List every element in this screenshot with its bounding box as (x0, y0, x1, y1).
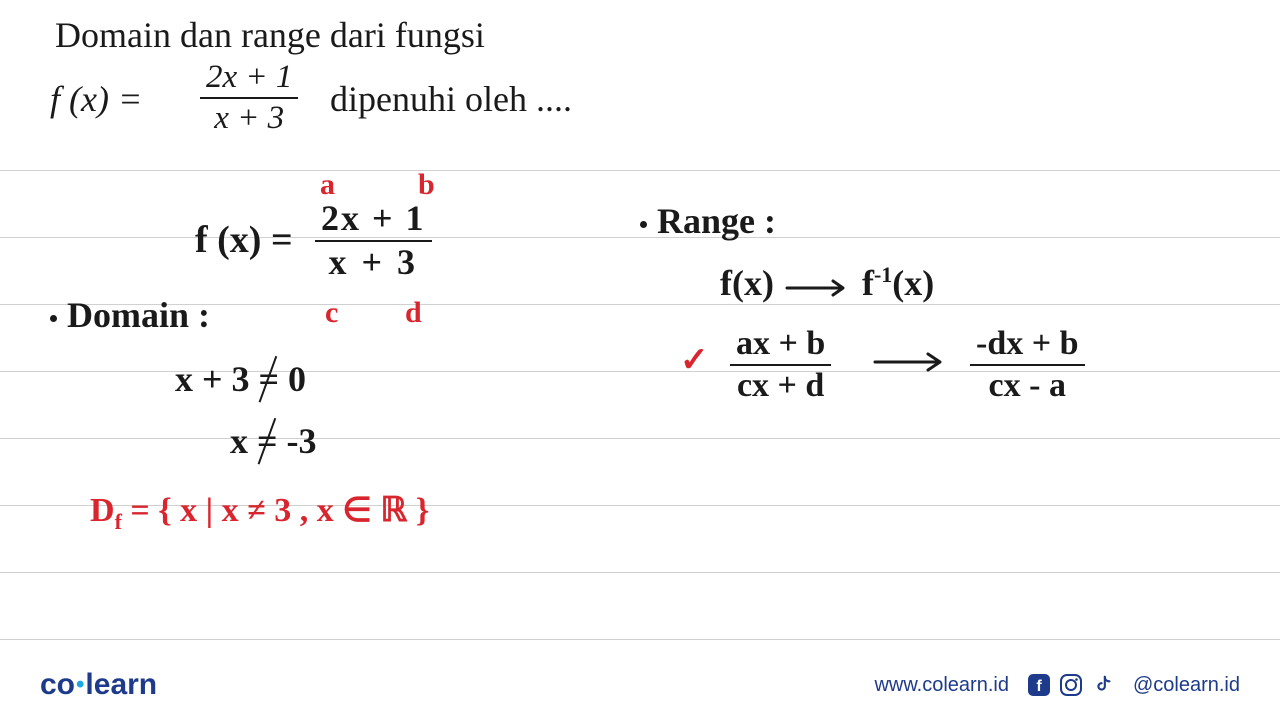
checkmark-icon: ✓ (680, 340, 709, 380)
range-heading: Range : (640, 200, 776, 242)
social-icons: f (1027, 673, 1115, 697)
not-equal-icon: = (257, 420, 278, 462)
rule-line (0, 572, 1280, 573)
question-fx-lhs: f (x) = (50, 78, 142, 120)
general-frac-right: -dx + b cx - a (970, 326, 1085, 403)
domain-heading: Domain : (50, 294, 210, 336)
rule-line (0, 438, 1280, 439)
instagram-icon (1059, 673, 1083, 697)
question-fraction: 2x + 1 x + 3 (200, 60, 298, 135)
brand-logo: co•learn (40, 668, 157, 702)
facebook-icon: f (1027, 673, 1051, 697)
gen-num-r: -dx + b (970, 326, 1085, 364)
bullet-icon (640, 221, 647, 228)
footer-right: www.colearn.id f @colearn.id (874, 673, 1240, 697)
arrow-icon (870, 350, 950, 379)
footer-handle: @colearn.id (1133, 674, 1240, 697)
gen-den-l: cx + d (730, 364, 831, 404)
range-fx-to-finv: f(x) f-1(x) (720, 262, 934, 308)
svg-text:f: f (1036, 678, 1042, 695)
hw-fx-num: 2x + 1 (315, 200, 432, 240)
logo-co: co (40, 668, 75, 701)
hw-fx-lhs: f (x) = (195, 218, 293, 262)
domain-set: Df = { x | x ≠ 3 , x ∈ ℝ } (90, 490, 429, 535)
general-frac-left: ax + b cx + d (730, 326, 831, 403)
label-a: a (320, 168, 335, 202)
question-frac-num: 2x + 1 (200, 60, 298, 97)
question-line-1: Domain dan range dari fungsi (55, 14, 485, 56)
logo-learn: learn (85, 668, 157, 701)
domain-step-1: x + 3 = 0 (175, 358, 306, 400)
gen-num-l: ax + b (730, 326, 831, 364)
label-b: b (418, 168, 435, 202)
gen-den-r: cx - a (970, 364, 1085, 404)
label-c: c (325, 296, 338, 330)
footer-url: www.colearn.id (874, 674, 1009, 697)
hw-fx-den: x + 3 (315, 240, 432, 282)
domain-step-2: x = -3 (230, 420, 317, 462)
question-frac-den: x + 3 (200, 97, 298, 136)
footer: co•learn www.colearn.id f @colearn.id (0, 668, 1280, 702)
logo-dot-icon: • (76, 671, 84, 698)
rule-line (0, 639, 1280, 640)
bullet-icon (50, 315, 57, 322)
rule-line (0, 170, 1280, 171)
tiktok-icon (1091, 673, 1115, 697)
hw-fx-fraction: 2x + 1 x + 3 (315, 200, 432, 282)
arrow-icon (783, 266, 853, 308)
question-tail: dipenuhi oleh .... (330, 78, 572, 120)
label-d: d (405, 296, 422, 330)
not-equal-icon: = (259, 358, 280, 400)
